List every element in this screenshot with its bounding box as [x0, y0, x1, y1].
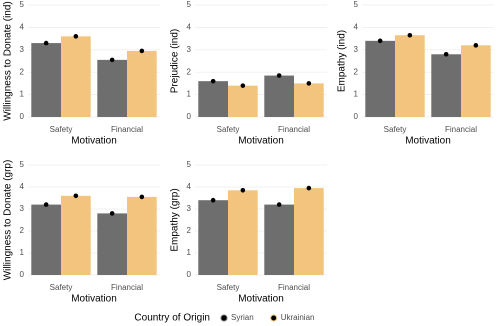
y-tick-label: 0	[354, 112, 359, 121]
y-tick-label: 1	[187, 248, 192, 257]
mean-point	[210, 78, 216, 84]
mean-point	[43, 40, 49, 46]
legend-label: Syrian	[231, 313, 254, 322]
x-axis-title: Motivation	[238, 136, 284, 147]
mean-point	[276, 202, 282, 207]
mean-point	[377, 38, 383, 44]
y-axis-title: Empathy (ind)	[337, 30, 348, 92]
y-tick-label: 0	[20, 270, 25, 279]
y-tick-label: 2	[187, 67, 192, 76]
mean-point	[306, 185, 312, 191]
bar	[31, 43, 61, 117]
mean-point	[43, 202, 49, 207]
bar	[198, 200, 228, 275]
y-axis-title: Prejudice (ind)	[170, 29, 181, 93]
mean-point	[240, 188, 246, 193]
bar	[127, 196, 157, 275]
y-tick-label: 1	[20, 248, 25, 257]
mean-point	[73, 193, 79, 199]
bar	[198, 81, 228, 117]
bar	[97, 213, 127, 275]
mean-point	[109, 211, 115, 216]
x-tick-label: Safety	[217, 283, 240, 292]
bar	[294, 83, 324, 117]
x-tick-label: Financial	[278, 125, 310, 134]
y-tick-label: 3	[20, 45, 25, 54]
x-axis-title: Motivation	[238, 294, 284, 305]
mean-point	[240, 83, 246, 88]
y-tick-label: 1	[187, 90, 192, 99]
y-tick-label: 5	[187, 160, 192, 169]
legend-marker	[220, 314, 228, 322]
y-tick-label: 0	[187, 112, 192, 121]
y-axis-title: Empathy (grp)	[170, 188, 181, 251]
bar	[461, 45, 491, 117]
bar	[61, 195, 91, 275]
x-axis-title: Motivation	[71, 136, 117, 147]
x-tick-label: Safety	[217, 125, 240, 134]
y-tick-label: 5	[187, 0, 192, 9]
mean-point	[473, 43, 479, 48]
bar	[228, 85, 258, 117]
y-tick-label: 3	[354, 45, 359, 54]
mean-point	[139, 48, 145, 54]
y-tick-label: 4	[187, 23, 192, 32]
legend-marker	[270, 314, 278, 322]
bar	[294, 188, 324, 275]
bar	[228, 190, 258, 275]
y-tick-label: 0	[187, 270, 192, 279]
y-tick-label: 4	[20, 23, 25, 32]
mean-point	[210, 197, 216, 203]
mean-point	[109, 57, 115, 63]
bar	[365, 40, 395, 118]
x-tick-label: Financial	[278, 283, 310, 292]
bar	[127, 50, 157, 117]
mean-point	[276, 73, 282, 78]
y-tick-label: 3	[187, 45, 192, 54]
y-tick-label: 2	[20, 67, 25, 76]
mean-point	[443, 51, 449, 57]
y-tick-label: 5	[20, 0, 25, 9]
legend-label: Ukrainian	[281, 313, 315, 322]
y-tick-label: 2	[354, 67, 359, 76]
y-tick-label: 5	[20, 160, 25, 169]
bar	[395, 35, 425, 117]
mean-point	[139, 194, 145, 200]
bar	[264, 204, 294, 275]
bar	[61, 36, 91, 117]
bar	[264, 75, 294, 117]
y-tick-label: 2	[20, 226, 25, 235]
y-tick-label: 3	[187, 204, 192, 213]
mean-point	[73, 34, 79, 39]
x-axis-title: Motivation	[71, 294, 117, 305]
mean-point	[306, 81, 312, 86]
y-tick-label: 4	[20, 182, 25, 191]
bar	[31, 204, 61, 275]
y-axis-title: Willingness to Donate (grp)	[3, 160, 14, 281]
bar	[97, 59, 127, 117]
x-tick-label: Financial	[111, 283, 143, 292]
x-tick-label: Financial	[111, 125, 143, 134]
x-tick-label: Financial	[445, 125, 477, 134]
y-tick-label: 1	[20, 90, 25, 99]
y-axis-title: Willingness to Donate (ind)	[3, 1, 14, 121]
x-tick-label: Safety	[50, 283, 73, 292]
y-tick-label: 0	[20, 112, 25, 121]
bar	[431, 54, 461, 117]
y-tick-label: 5	[354, 0, 359, 9]
y-tick-label: 3	[20, 204, 25, 213]
mean-point	[407, 32, 413, 38]
x-tick-label: Safety	[50, 125, 73, 134]
x-tick-label: Safety	[384, 125, 407, 134]
x-axis-title: Motivation	[405, 136, 451, 147]
y-tick-label: 2	[187, 226, 192, 235]
y-tick-label: 4	[187, 182, 192, 191]
y-tick-label: 1	[354, 90, 359, 99]
legend-title: Country of Origin	[134, 313, 210, 324]
y-tick-label: 4	[354, 23, 359, 32]
